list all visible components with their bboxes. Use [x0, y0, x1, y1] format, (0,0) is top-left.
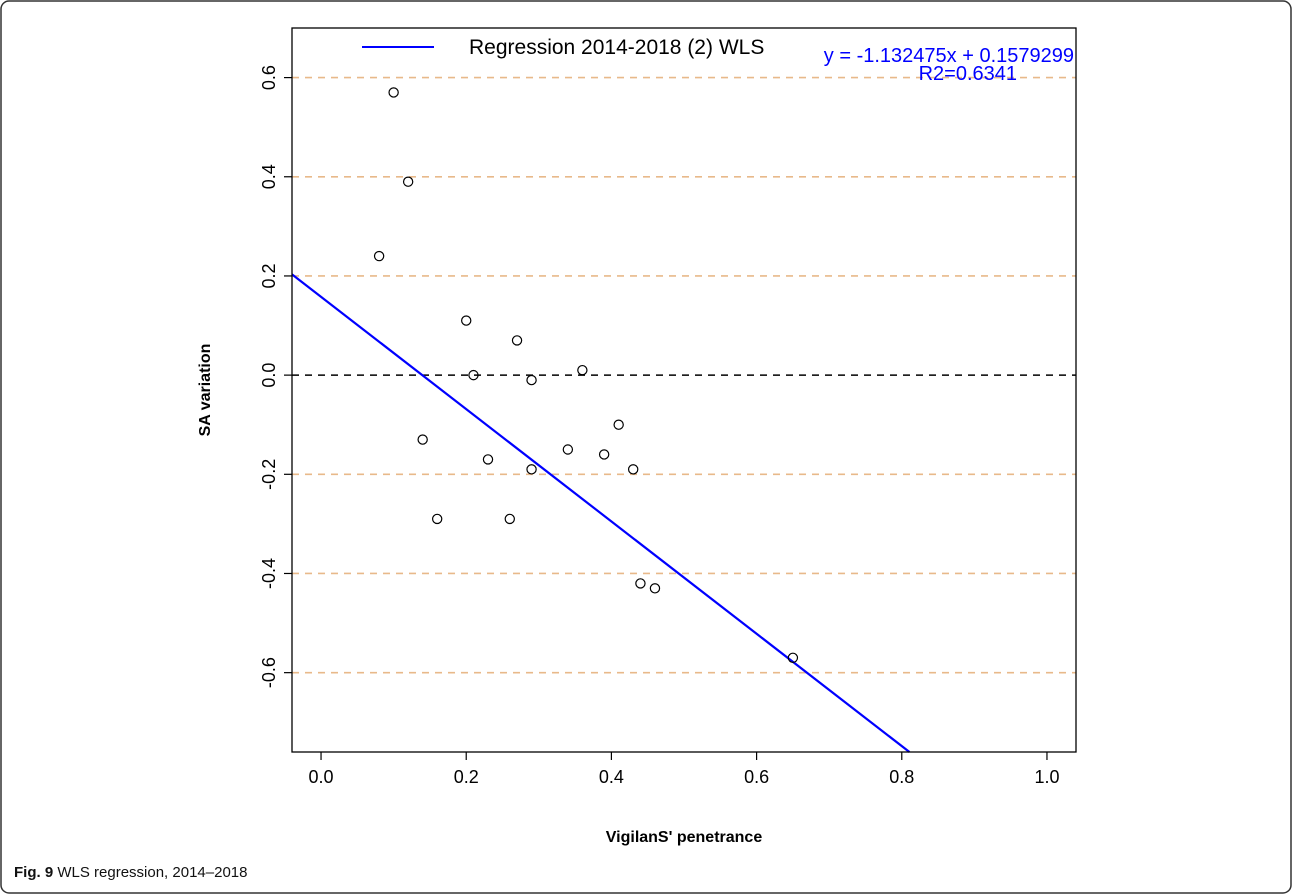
data-point — [627, 464, 639, 475]
y-tick-label: -0.6 — [259, 657, 279, 688]
plot-frame — [291, 27, 1077, 753]
data-point — [526, 374, 537, 386]
regression-layer — [291, 273, 911, 753]
x-tick-label: 0.2 — [454, 767, 479, 787]
legend: Regression 2014-2018 (2) WLS — [362, 36, 764, 59]
data-point — [562, 444, 574, 455]
regression-line — [291, 273, 911, 753]
y-tick-label: 0.4 — [259, 164, 279, 189]
data-point — [388, 87, 399, 98]
data-point — [482, 454, 494, 465]
y-tick-label: 0.2 — [259, 263, 279, 288]
x-tick-label: 0.0 — [309, 767, 334, 787]
figure-caption-label: Fig. 9 — [14, 864, 54, 881]
data-point — [504, 513, 515, 525]
y-tick-label: -0.4 — [259, 558, 279, 589]
y-axis: -0.6 -0.4 -0.2 0.0 0.2 0.4 0.6 — [259, 65, 292, 688]
data-point — [787, 652, 799, 663]
x-tick-label: 1.0 — [1034, 767, 1059, 787]
figure-caption: Fig. 9 WLS regression, 2014–2018 — [14, 864, 247, 881]
data-point — [598, 449, 610, 460]
data-point — [635, 578, 646, 589]
data-point — [373, 250, 385, 262]
data-points — [373, 87, 799, 663]
data-point — [417, 434, 428, 445]
x-axis: 0.0 0.2 0.4 0.6 0.8 1.0 — [309, 752, 1059, 787]
x-tick-label: 0.4 — [599, 767, 624, 787]
data-point — [468, 369, 479, 381]
y-tick-label: 0.6 — [259, 65, 279, 90]
data-point — [649, 583, 661, 594]
y-axis-title: SA variation — [197, 344, 214, 437]
data-point — [577, 364, 588, 376]
y-tick-label: -0.2 — [259, 459, 279, 490]
regression-equation: y = -1.132475x + 0.1579299 — [824, 45, 1074, 67]
regression-r2: R2=0.6341 — [919, 63, 1017, 85]
legend-label: Regression 2014-2018 (2) WLS — [469, 36, 764, 59]
data-point — [461, 315, 472, 326]
data-point — [613, 419, 624, 430]
data-point — [526, 464, 537, 475]
figure-caption-text: WLS regression, 2014–2018 — [57, 864, 248, 881]
reference-lines — [292, 76, 1076, 674]
data-point — [431, 513, 443, 525]
x-tick-label: 0.8 — [889, 767, 914, 787]
data-point — [511, 335, 523, 346]
x-tick-label: 0.6 — [744, 767, 769, 787]
data-point — [402, 176, 414, 187]
y-tick-label: 0.0 — [259, 363, 279, 388]
x-axis-title: VigilanS' penetrance — [606, 829, 763, 846]
